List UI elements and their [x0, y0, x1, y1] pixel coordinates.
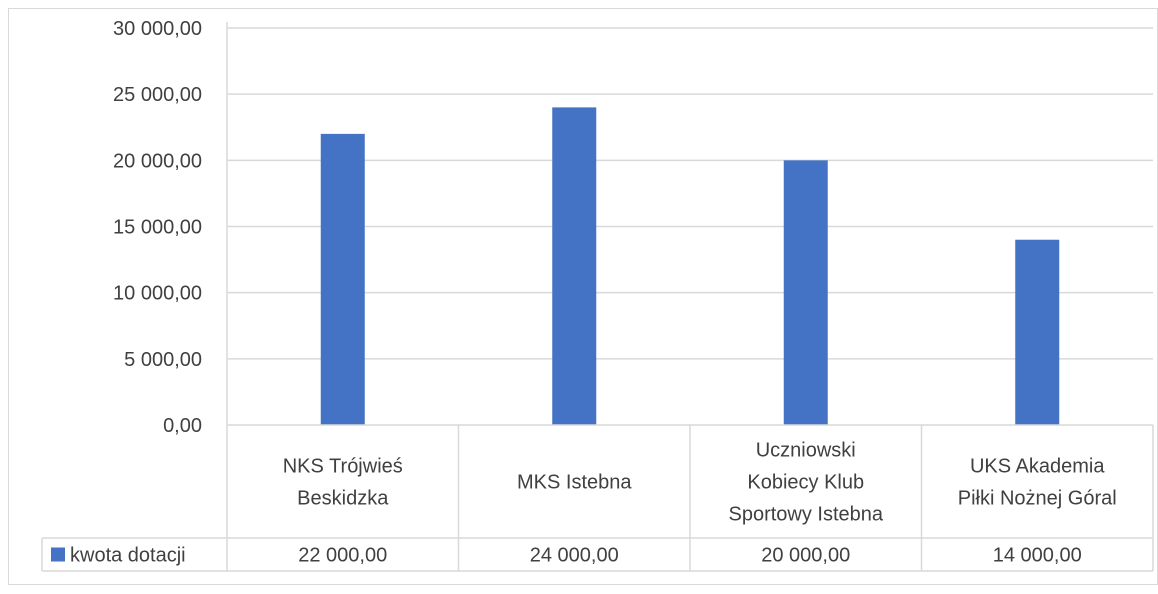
y-tick-label: 0,00 — [163, 415, 202, 437]
table-value-cell: 24 000,00 — [530, 545, 619, 567]
y-tick-label: 15 000,00 — [113, 217, 202, 239]
category-label: MKS Istebna — [517, 472, 632, 494]
category-label: Uczniowski Kobiecy Klub Sportowy Istebna — [728, 440, 883, 526]
y-tick-label: 25 000,00 — [113, 84, 202, 106]
y-tick-label: 30 000,00 — [113, 18, 202, 40]
legend-label: kwota dotacji — [70, 545, 186, 567]
gridlines — [226, 22, 1153, 571]
bar — [783, 160, 828, 426]
table-value-cell: 14 000,00 — [993, 545, 1082, 567]
table-value-cell: 22 000,00 — [298, 545, 387, 567]
bar — [1015, 239, 1060, 425]
legend-key — [51, 547, 65, 562]
bar — [320, 133, 365, 425]
y-axis-tick-labels: 0,00 5 000,00 10 000,00 15 000,00 20 000,00 2… — [113, 18, 202, 437]
y-tick-label: 5 000,00 — [124, 349, 202, 371]
table-value-cell: 20 000,00 — [761, 545, 850, 567]
y-tick-label: 10 000,00 — [113, 283, 202, 305]
bar — [552, 107, 597, 426]
y-tick-label: 20 000,00 — [113, 150, 202, 172]
data-table: kwota dotacji 22 000,00 24 000,00 20 000,00… — [41, 424, 1154, 572]
category-label: NKS Trójwieś Beskidzka — [283, 456, 403, 510]
bars — [320, 107, 1060, 426]
category-labels: NKS Trójwieś Beskidzka MKS Istebna Uczniows… — [283, 440, 1117, 526]
category-label: UKS Akademia Piłki Nożnej Góral — [958, 456, 1117, 510]
